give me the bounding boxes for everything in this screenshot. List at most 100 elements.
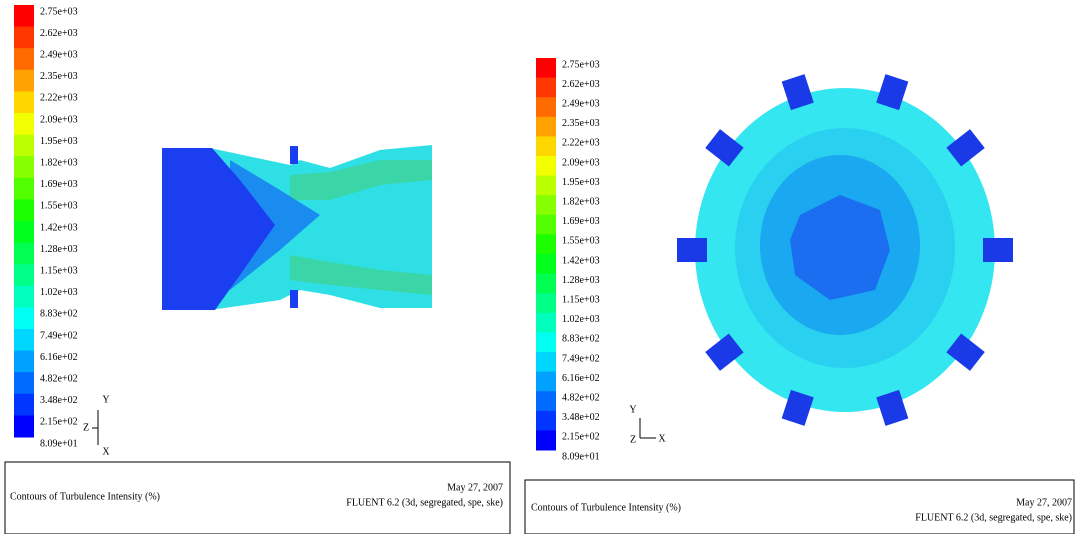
axis-label: Y: [629, 404, 636, 415]
nozzle: [876, 389, 909, 426]
colorbar-block: [536, 254, 556, 275]
footer-title: Contours of Turbulence Intensity (%): [10, 491, 160, 502]
colorbar-label: 2.35e+03: [40, 71, 78, 82]
colorbar-label: 1.42e+03: [40, 222, 78, 233]
nozzle: [677, 238, 707, 262]
colorbar-label: 1.02e+03: [562, 314, 600, 325]
colorbar-block: [536, 410, 556, 431]
colorbar-block: [14, 350, 34, 373]
colorbar-label: 2.49e+03: [40, 49, 78, 60]
colorbar-label: 2.15e+02: [562, 432, 600, 443]
colorbar-block: [14, 69, 34, 92]
colorbar-label: 4.82e+02: [562, 392, 600, 403]
colorbar-label: 1.15e+03: [40, 265, 78, 276]
colorbar-label: 2.75e+03: [562, 59, 600, 70]
colorbar-label: 1.95e+03: [562, 177, 600, 188]
colorbar-label: 7.49e+02: [40, 330, 78, 341]
colorbar-block: [536, 195, 556, 216]
colorbar-label: 6.16e+02: [562, 373, 600, 384]
colorbar-label: 7.49e+02: [562, 353, 600, 364]
colorbar-block: [536, 391, 556, 412]
colorbar-block: [536, 371, 556, 392]
contour-region: [162, 148, 275, 310]
nozzle: [946, 333, 985, 371]
colorbar-label: 1.55e+03: [40, 201, 78, 212]
colorbar-block: [14, 264, 34, 287]
colorbar-block: [14, 48, 34, 71]
nozzle: [946, 129, 985, 167]
footer-title: Contours of Turbulence Intensity (%): [531, 502, 681, 513]
colorbar-label: 1.69e+03: [562, 216, 600, 227]
colorbar-label: 1.82e+03: [562, 196, 600, 207]
colorbar-block: [14, 242, 34, 265]
axis-triad: [92, 410, 656, 445]
footer-date: May 27, 2007: [447, 482, 503, 493]
nozzle: [876, 74, 909, 111]
colorbar-label: 2.22e+03: [40, 93, 78, 104]
colorbar-block: [14, 177, 34, 200]
colorbar-block: [536, 116, 556, 137]
colorbar-label: 1.42e+03: [562, 255, 600, 266]
nozzle: [705, 129, 744, 167]
colorbar-block: [14, 5, 34, 28]
right-contour: [677, 74, 1013, 426]
colorbar-label: 1.55e+03: [562, 236, 600, 247]
colorbar-label: 1.69e+03: [40, 179, 78, 190]
footer-software: FLUENT 6.2 (3d, segregated, spe, ske): [346, 497, 503, 508]
contour-region: [290, 255, 432, 295]
colorbar-label: 2.62e+03: [40, 28, 78, 39]
footer-date: May 27, 2007: [1016, 497, 1072, 508]
contour-region: [790, 195, 890, 300]
colorbar-label: 3.48e+02: [40, 395, 78, 406]
colorbar-block: [14, 329, 34, 352]
contour-region: [290, 290, 298, 308]
colorbar-label: 8.83e+02: [562, 334, 600, 345]
contour-region: [290, 146, 298, 164]
colorbar-block: [14, 134, 34, 157]
colorbar-label: 2.35e+03: [562, 118, 600, 129]
nozzle: [705, 333, 744, 371]
colorbar-label: 2.22e+03: [562, 138, 600, 149]
colorbar-block: [14, 307, 34, 330]
colorbar-label: 2.15e+02: [40, 417, 78, 428]
axis-label: X: [102, 446, 110, 457]
colorbar-block: [536, 293, 556, 314]
colorbar-block: [536, 97, 556, 118]
colorbar-block: [536, 175, 556, 196]
colorbar-block: [536, 214, 556, 235]
nozzle: [983, 238, 1013, 262]
colorbar-block: [536, 234, 556, 255]
footer-box: [4, 461, 511, 534]
colorbar-block: [14, 372, 34, 395]
colorbar-block: [536, 430, 556, 451]
colorbar-label: 8.09e+01: [40, 438, 78, 449]
colorbar-block: [536, 332, 556, 353]
colorbar-block: [536, 273, 556, 294]
colorbar-label: 1.28e+03: [40, 244, 78, 255]
colorbar-label: 2.09e+03: [40, 114, 78, 125]
left-contour: [162, 145, 432, 310]
colorbar-block: [536, 156, 556, 177]
axis-label: X: [658, 433, 666, 444]
colorbar-block: [536, 312, 556, 333]
axis-label: Y: [102, 394, 109, 405]
colorbar-label: 3.48e+02: [562, 412, 600, 423]
colorbar-label: 2.09e+03: [562, 157, 600, 168]
colorbar-label: 2.75e+03: [40, 6, 78, 17]
colorbar-block: [14, 26, 34, 49]
colorbar-block: [536, 352, 556, 373]
axis-label: Z: [83, 422, 89, 433]
colorbar-block: [14, 91, 34, 114]
colorbar-block: [536, 77, 556, 98]
colorbar-block: [536, 58, 556, 79]
colorbar-block: [536, 136, 556, 157]
colorbar-label: 1.95e+03: [40, 136, 78, 147]
colorbar-label: 1.15e+03: [562, 294, 600, 305]
colorbar-block: [14, 113, 34, 136]
colorbar-label: 1.82e+03: [40, 157, 78, 168]
colorbar-label: 1.02e+03: [40, 287, 78, 298]
nozzle: [781, 74, 814, 111]
colorbar-label: 4.82e+02: [40, 373, 78, 384]
colorbar-block: [14, 415, 34, 438]
